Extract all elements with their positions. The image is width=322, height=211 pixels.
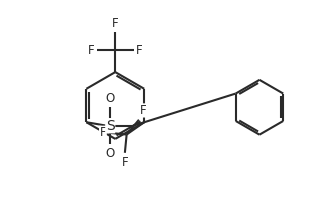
- Text: O: O: [106, 147, 115, 160]
- Text: S: S: [106, 119, 115, 133]
- Text: O: O: [106, 92, 115, 105]
- Text: F: F: [136, 44, 142, 57]
- Text: F: F: [88, 44, 95, 57]
- Text: F: F: [122, 156, 128, 169]
- Text: F: F: [99, 126, 106, 139]
- Text: F: F: [112, 17, 118, 30]
- Text: F: F: [140, 104, 147, 117]
